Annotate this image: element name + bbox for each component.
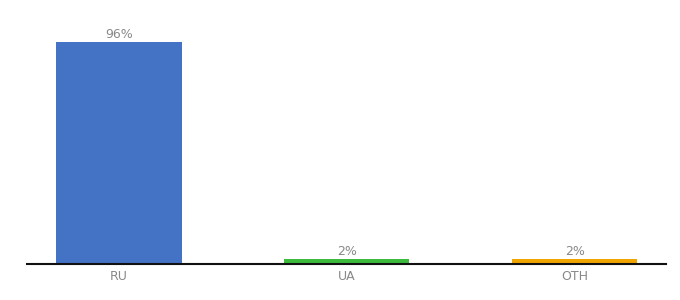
Text: 2%: 2% xyxy=(337,244,357,257)
Bar xyxy=(284,260,409,264)
Text: 2%: 2% xyxy=(565,244,585,257)
Bar xyxy=(56,43,182,264)
Text: 96%: 96% xyxy=(105,28,133,40)
Bar xyxy=(512,260,637,264)
